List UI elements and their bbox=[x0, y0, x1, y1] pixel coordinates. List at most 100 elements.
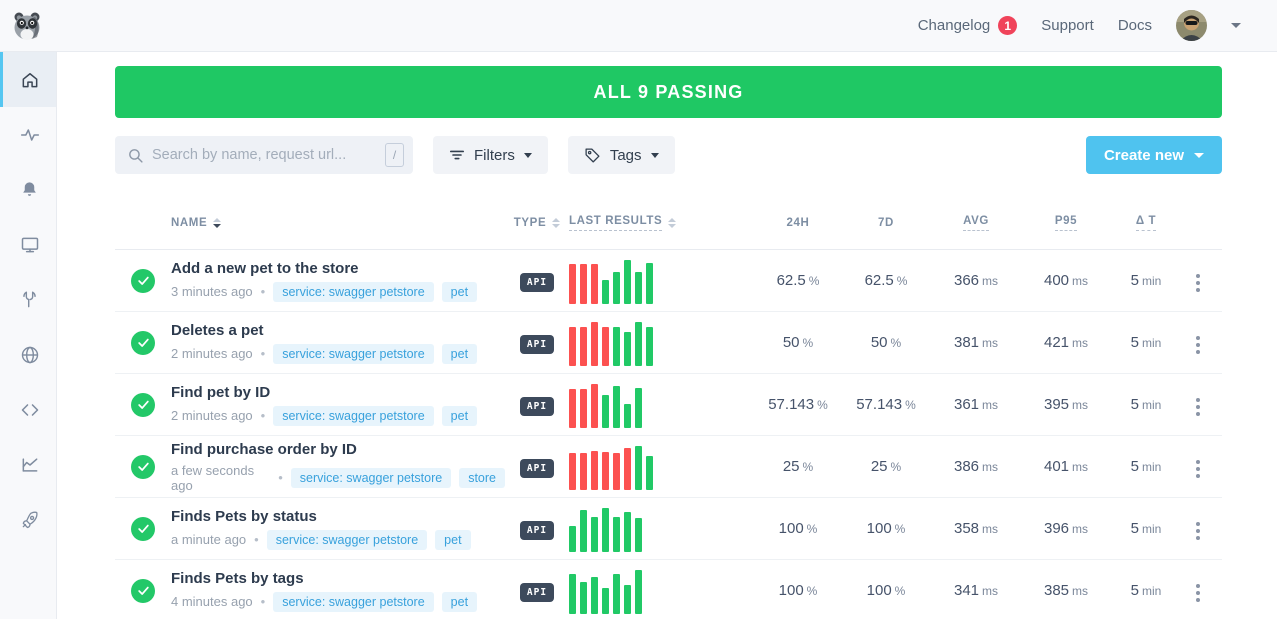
result-bar-fail bbox=[602, 327, 609, 366]
meta-separator-dot: • bbox=[254, 532, 259, 547]
row-kebab-menu-icon[interactable] bbox=[1190, 456, 1206, 482]
sidebar-item-private-locations[interactable] bbox=[0, 327, 56, 382]
column-header-delta-t[interactable]: Δ T bbox=[1110, 215, 1182, 231]
changelog-link[interactable]: Changelog 1 bbox=[918, 16, 1018, 35]
check-name-link[interactable]: Find pet by ID bbox=[171, 384, 505, 401]
table-row[interactable]: Finds Pets by status a minute ago • serv… bbox=[115, 498, 1222, 560]
table-row[interactable]: Finds Pets by tags 4 minutes ago • servi… bbox=[115, 560, 1222, 619]
tag-chips: service: swagger petstore store bbox=[291, 468, 505, 488]
app-logo-raccoon-icon[interactable] bbox=[10, 9, 44, 43]
check-interval-cell: 5min bbox=[1110, 520, 1182, 537]
result-bar-pass bbox=[624, 512, 631, 552]
check-name-link[interactable]: Deletes a pet bbox=[171, 322, 505, 339]
column-header-7d: 7D bbox=[842, 217, 930, 229]
search-input[interactable] bbox=[152, 147, 377, 163]
tag-chip[interactable]: pet bbox=[442, 592, 477, 612]
create-new-button[interactable]: Create new bbox=[1086, 136, 1222, 174]
tag-chip[interactable]: service: swagger petstore bbox=[267, 530, 427, 550]
tag-chips: service: swagger petstore pet bbox=[273, 282, 477, 302]
status-passing-icon bbox=[131, 393, 155, 417]
top-bar: Changelog 1 Support Docs bbox=[0, 0, 1277, 52]
avg-response-cell: 366ms bbox=[930, 272, 1022, 289]
result-bar-pass bbox=[635, 388, 642, 428]
last-run-time: 2 minutes ago bbox=[171, 408, 253, 423]
success-24h-cell: 25% bbox=[754, 458, 842, 475]
results-bar-chart[interactable] bbox=[569, 506, 754, 552]
meta-separator-dot: • bbox=[261, 408, 266, 423]
p95-response-cell: 396ms bbox=[1022, 520, 1110, 537]
result-bar-pass bbox=[624, 260, 631, 304]
column-header-name[interactable]: NAME bbox=[171, 217, 505, 229]
check-name-link[interactable]: Add a new pet to the store bbox=[171, 260, 505, 277]
sidebar-item-snippets[interactable] bbox=[0, 382, 56, 437]
meta-separator-dot: • bbox=[261, 346, 266, 361]
sidebar-item-maintenance[interactable] bbox=[0, 272, 56, 327]
tag-chip[interactable]: pet bbox=[442, 282, 477, 302]
create-new-label: Create new bbox=[1104, 147, 1184, 164]
sidebar-item-analytics[interactable] bbox=[0, 437, 56, 492]
results-bar-chart[interactable] bbox=[569, 258, 754, 304]
account-menu-chevron-down-icon[interactable] bbox=[1231, 23, 1241, 28]
column-header-type[interactable]: TYPE bbox=[505, 217, 569, 229]
tag-chip[interactable]: pet bbox=[442, 344, 477, 364]
tags-dropdown-button[interactable]: Tags bbox=[568, 136, 675, 174]
success-24h-cell: 100% bbox=[754, 582, 842, 599]
results-bar-chart[interactable] bbox=[569, 320, 754, 366]
success-7d-cell: 100% bbox=[842, 520, 930, 537]
check-name-link[interactable]: Finds Pets by status bbox=[171, 508, 505, 525]
docs-link[interactable]: Docs bbox=[1118, 17, 1152, 34]
column-header-p95[interactable]: P95 bbox=[1022, 215, 1110, 231]
result-bar-pass bbox=[591, 517, 598, 552]
results-bar-chart[interactable] bbox=[569, 382, 754, 428]
filter-icon bbox=[449, 148, 465, 162]
row-kebab-menu-icon[interactable] bbox=[1190, 580, 1206, 606]
search-box[interactable]: / bbox=[115, 136, 413, 174]
column-header-avg[interactable]: AVG bbox=[930, 215, 1022, 231]
p95-response-cell: 421ms bbox=[1022, 334, 1110, 351]
tag-chip[interactable]: store bbox=[459, 468, 505, 488]
tag-chip[interactable]: service: swagger petstore bbox=[273, 406, 433, 426]
tag-chip[interactable]: service: swagger petstore bbox=[273, 592, 433, 612]
activity-icon bbox=[20, 125, 40, 145]
results-bar-chart[interactable] bbox=[569, 568, 754, 614]
row-kebab-menu-icon[interactable] bbox=[1190, 332, 1206, 358]
column-header-last-results[interactable]: LAST RESULTS bbox=[569, 215, 754, 231]
results-bar-chart[interactable] bbox=[569, 444, 754, 490]
rocket-icon bbox=[20, 510, 40, 530]
sort-arrows-icon bbox=[552, 218, 560, 228]
sidebar-item-dashboards[interactable] bbox=[0, 217, 56, 272]
tag-chip[interactable]: service: swagger petstore bbox=[273, 282, 433, 302]
table-row[interactable]: Find purchase order by ID a few seconds … bbox=[115, 436, 1222, 498]
sidebar-item-home[interactable] bbox=[0, 52, 56, 107]
tag-chip[interactable]: service: swagger petstore bbox=[273, 344, 433, 364]
table-row[interactable]: Add a new pet to the store 3 minutes ago… bbox=[115, 250, 1222, 312]
result-bar-pass bbox=[613, 386, 620, 428]
row-kebab-menu-icon[interactable] bbox=[1190, 394, 1206, 420]
tag-chip[interactable]: pet bbox=[435, 530, 470, 550]
row-kebab-menu-icon[interactable] bbox=[1190, 518, 1206, 544]
tag-chip[interactable]: service: swagger petstore bbox=[291, 468, 451, 488]
result-bar-pass bbox=[646, 456, 653, 490]
sidebar-item-alerts[interactable] bbox=[0, 162, 56, 217]
check-name-link[interactable]: Find purchase order by ID bbox=[171, 441, 505, 458]
success-7d-cell: 100% bbox=[842, 582, 930, 599]
support-link[interactable]: Support bbox=[1041, 17, 1094, 34]
status-banner[interactable]: ALL 9 PASSING bbox=[115, 66, 1222, 118]
result-bar-pass bbox=[635, 322, 642, 366]
tag-chip[interactable]: pet bbox=[442, 406, 477, 426]
type-badge: API bbox=[520, 397, 554, 416]
type-badge: API bbox=[520, 521, 554, 540]
avg-response-cell: 381ms bbox=[930, 334, 1022, 351]
table-header: NAME TYPE LAST RESULTS 24H 7D bbox=[115, 196, 1222, 250]
filters-dropdown-button[interactable]: Filters bbox=[433, 136, 548, 174]
last-run-time: 2 minutes ago bbox=[171, 346, 253, 361]
sidebar-item-getting-started[interactable] bbox=[0, 492, 56, 547]
tags-chevron-down-icon bbox=[651, 153, 659, 158]
code-icon bbox=[20, 400, 40, 420]
table-row[interactable]: Find pet by ID 2 minutes ago • service: … bbox=[115, 374, 1222, 436]
check-name-link[interactable]: Finds Pets by tags bbox=[171, 570, 505, 587]
row-kebab-menu-icon[interactable] bbox=[1190, 270, 1206, 296]
user-avatar[interactable] bbox=[1176, 10, 1207, 41]
table-row[interactable]: Deletes a pet 2 minutes ago • service: s… bbox=[115, 312, 1222, 374]
sidebar-item-activity[interactable] bbox=[0, 107, 56, 162]
